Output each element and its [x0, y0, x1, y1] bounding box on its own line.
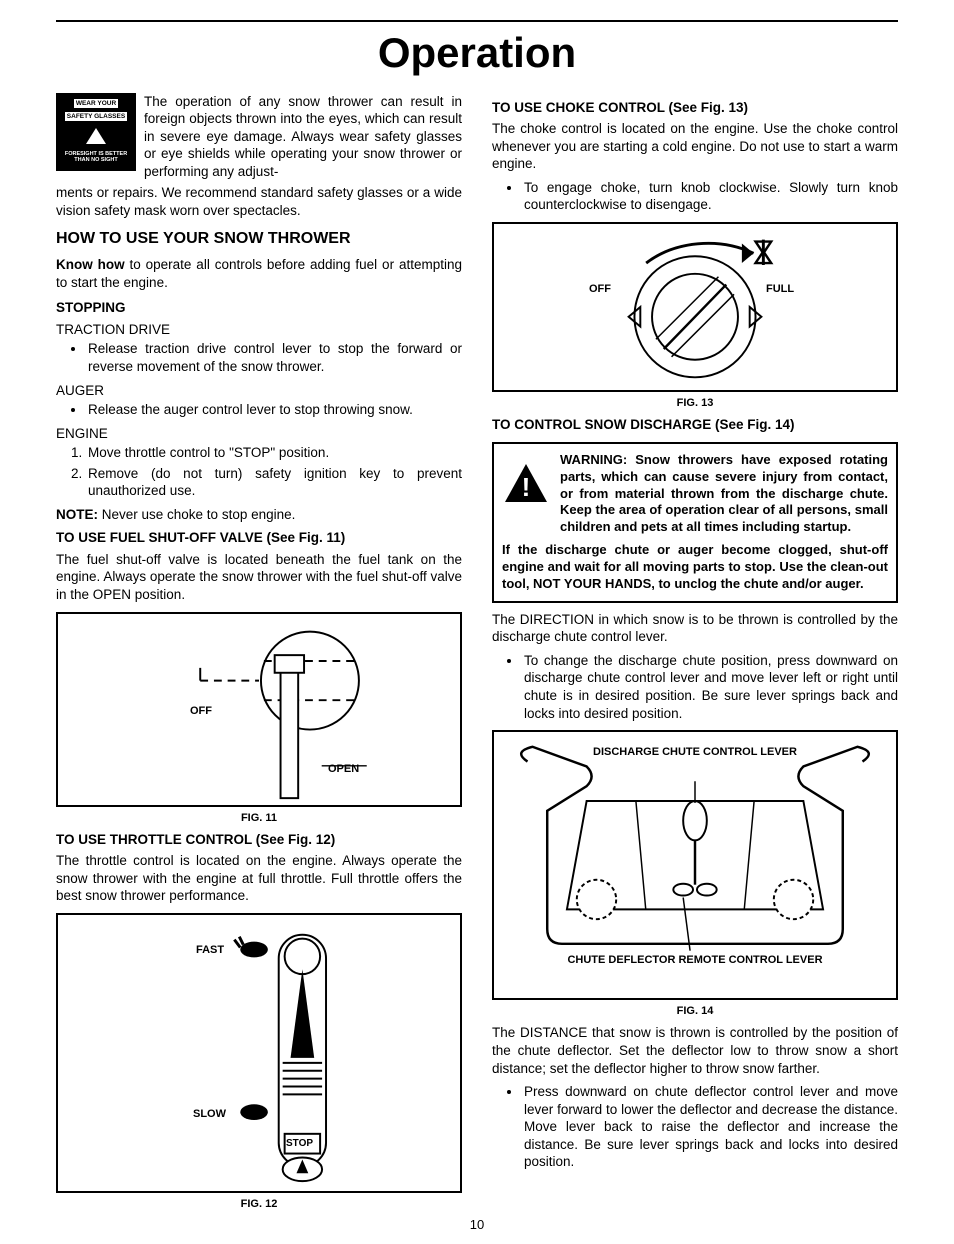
fig12-svg — [58, 915, 460, 1191]
auger-list: Release the auger control lever to stop … — [56, 401, 462, 419]
figure-14: DISCHARGE CHUTE CONTROL LEVER CHUTE DEFL… — [492, 730, 898, 1000]
fig14-caption: FIG. 14 — [492, 1004, 898, 1018]
fig11-caption: FIG. 11 — [56, 811, 462, 825]
how-to-heading: HOW TO USE YOUR SNOW THROWER — [56, 229, 462, 250]
right-column: TO USE CHOKE CONTROL (See Fig. 13) The c… — [492, 93, 898, 1218]
direction-para: The DIRECTION in which snow is to be thr… — [492, 611, 898, 646]
safety-after-text: ments or repairs. We recommend standard … — [56, 184, 462, 219]
fig13-svg — [494, 224, 896, 390]
left-column: WEAR YOUR SAFETY GLASSES FORESIGHT IS BE… — [56, 93, 462, 1218]
fig13-full-label: FULL — [766, 282, 794, 296]
columns: WEAR YOUR SAFETY GLASSES FORESIGHT IS BE… — [56, 93, 898, 1218]
safety-block: WEAR YOUR SAFETY GLASSES FORESIGHT IS BE… — [56, 93, 462, 181]
figure-11: OFF OPEN — [56, 612, 462, 807]
badge-text-2: SAFETY GLASSES — [65, 112, 127, 121]
choke-item: To engage choke, turn knob clockwise. Sl… — [522, 179, 898, 214]
fuel-para: The fuel shut-off valve is located benea… — [56, 551, 462, 604]
direction-list: To change the discharge chute position, … — [492, 652, 898, 722]
warning-text: WARNING: Snow throwers have exposed rota… — [560, 452, 888, 536]
page-title: Operation — [56, 26, 898, 81]
figure-13: OFF FULL — [492, 222, 898, 392]
note-para: NOTE: Never use choke to stop engine. — [56, 506, 462, 524]
fig12-stop-label: STOP — [286, 1137, 313, 1150]
warning-icon: ! — [502, 452, 550, 504]
choke-para: The choke control is located on the engi… — [492, 120, 898, 173]
engine-item-2: Remove (do not turn) safety ignition key… — [86, 465, 462, 500]
engine-list: Move throttle control to "STOP" position… — [56, 444, 462, 500]
fig13-off-label: OFF — [589, 282, 611, 296]
warning-row: ! WARNING: Snow throwers have exposed ro… — [502, 452, 888, 536]
discharge-heading: TO CONTROL SNOW DISCHARGE (See Fig. 14) — [492, 416, 898, 434]
warning-extra: If the discharge chute or auger become c… — [502, 542, 888, 593]
fuel-heading: TO USE FUEL SHUT-OFF VALVE (See Fig. 11) — [56, 529, 462, 547]
safety-inline-text: The operation of any snow thrower can re… — [144, 93, 462, 181]
knowhow-para: Know how to operate all controls before … — [56, 256, 462, 291]
badge-text-1: WEAR YOUR — [74, 99, 118, 108]
fig11-off-label: OFF — [190, 704, 212, 718]
choke-list: To engage choke, turn knob clockwise. Sl… — [492, 179, 898, 214]
direction-item: To change the discharge chute position, … — [522, 652, 898, 722]
knowhow-bold: Know how — [56, 257, 125, 272]
rule-top — [56, 20, 898, 22]
warning-box: ! WARNING: Snow throwers have exposed ro… — [492, 442, 898, 603]
figure-12: FAST SLOW STOP — [56, 913, 462, 1193]
page-number: 10 — [56, 1217, 898, 1234]
note-rest: Never use choke to stop engine. — [98, 507, 295, 522]
distance-item: Press downward on chute deflector contro… — [522, 1083, 898, 1171]
throttle-heading: TO USE THROTTLE CONTROL (See Fig. 12) — [56, 831, 462, 849]
fig14-label2: CHUTE DEFLECTOR REMOTE CONTROL LEVER — [494, 954, 896, 967]
throttle-para: The throttle control is located on the e… — [56, 852, 462, 905]
distance-para: The DISTANCE that snow is thrown is cont… — [492, 1024, 898, 1077]
warning-triangle-icon — [86, 128, 106, 144]
stopping-heading: STOPPING — [56, 299, 462, 317]
svg-text:!: ! — [522, 472, 531, 502]
auger-subhead: AUGER — [56, 382, 462, 400]
fig11-svg — [58, 614, 460, 805]
page: Operation WEAR YOUR SAFETY GLASSES FORES… — [0, 0, 954, 1244]
distance-list: Press downward on chute deflector contro… — [492, 1083, 898, 1171]
fig13-caption: FIG. 13 — [492, 396, 898, 410]
fig12-caption: FIG. 12 — [56, 1197, 462, 1211]
traction-item: Release traction drive control lever to … — [86, 340, 462, 375]
traction-subhead: TRACTION DRIVE — [56, 321, 462, 339]
auger-item: Release the auger control lever to stop … — [86, 401, 462, 419]
choke-heading: TO USE CHOKE CONTROL (See Fig. 13) — [492, 99, 898, 117]
traction-list: Release traction drive control lever to … — [56, 340, 462, 375]
note-bold: NOTE: — [56, 507, 98, 522]
badge-text-3: FORESIGHT IS BETTER THAN NO SIGHT — [60, 150, 132, 164]
fig11-open-label: OPEN — [328, 762, 359, 776]
engine-subhead: ENGINE — [56, 425, 462, 443]
fig12-fast-label: FAST — [196, 943, 224, 957]
fig12-slow-label: SLOW — [193, 1107, 226, 1121]
safety-badge: WEAR YOUR SAFETY GLASSES FORESIGHT IS BE… — [56, 93, 136, 171]
fig14-label1: DISCHARGE CHUTE CONTROL LEVER — [494, 746, 896, 759]
engine-item-1: Move throttle control to "STOP" position… — [86, 444, 462, 462]
